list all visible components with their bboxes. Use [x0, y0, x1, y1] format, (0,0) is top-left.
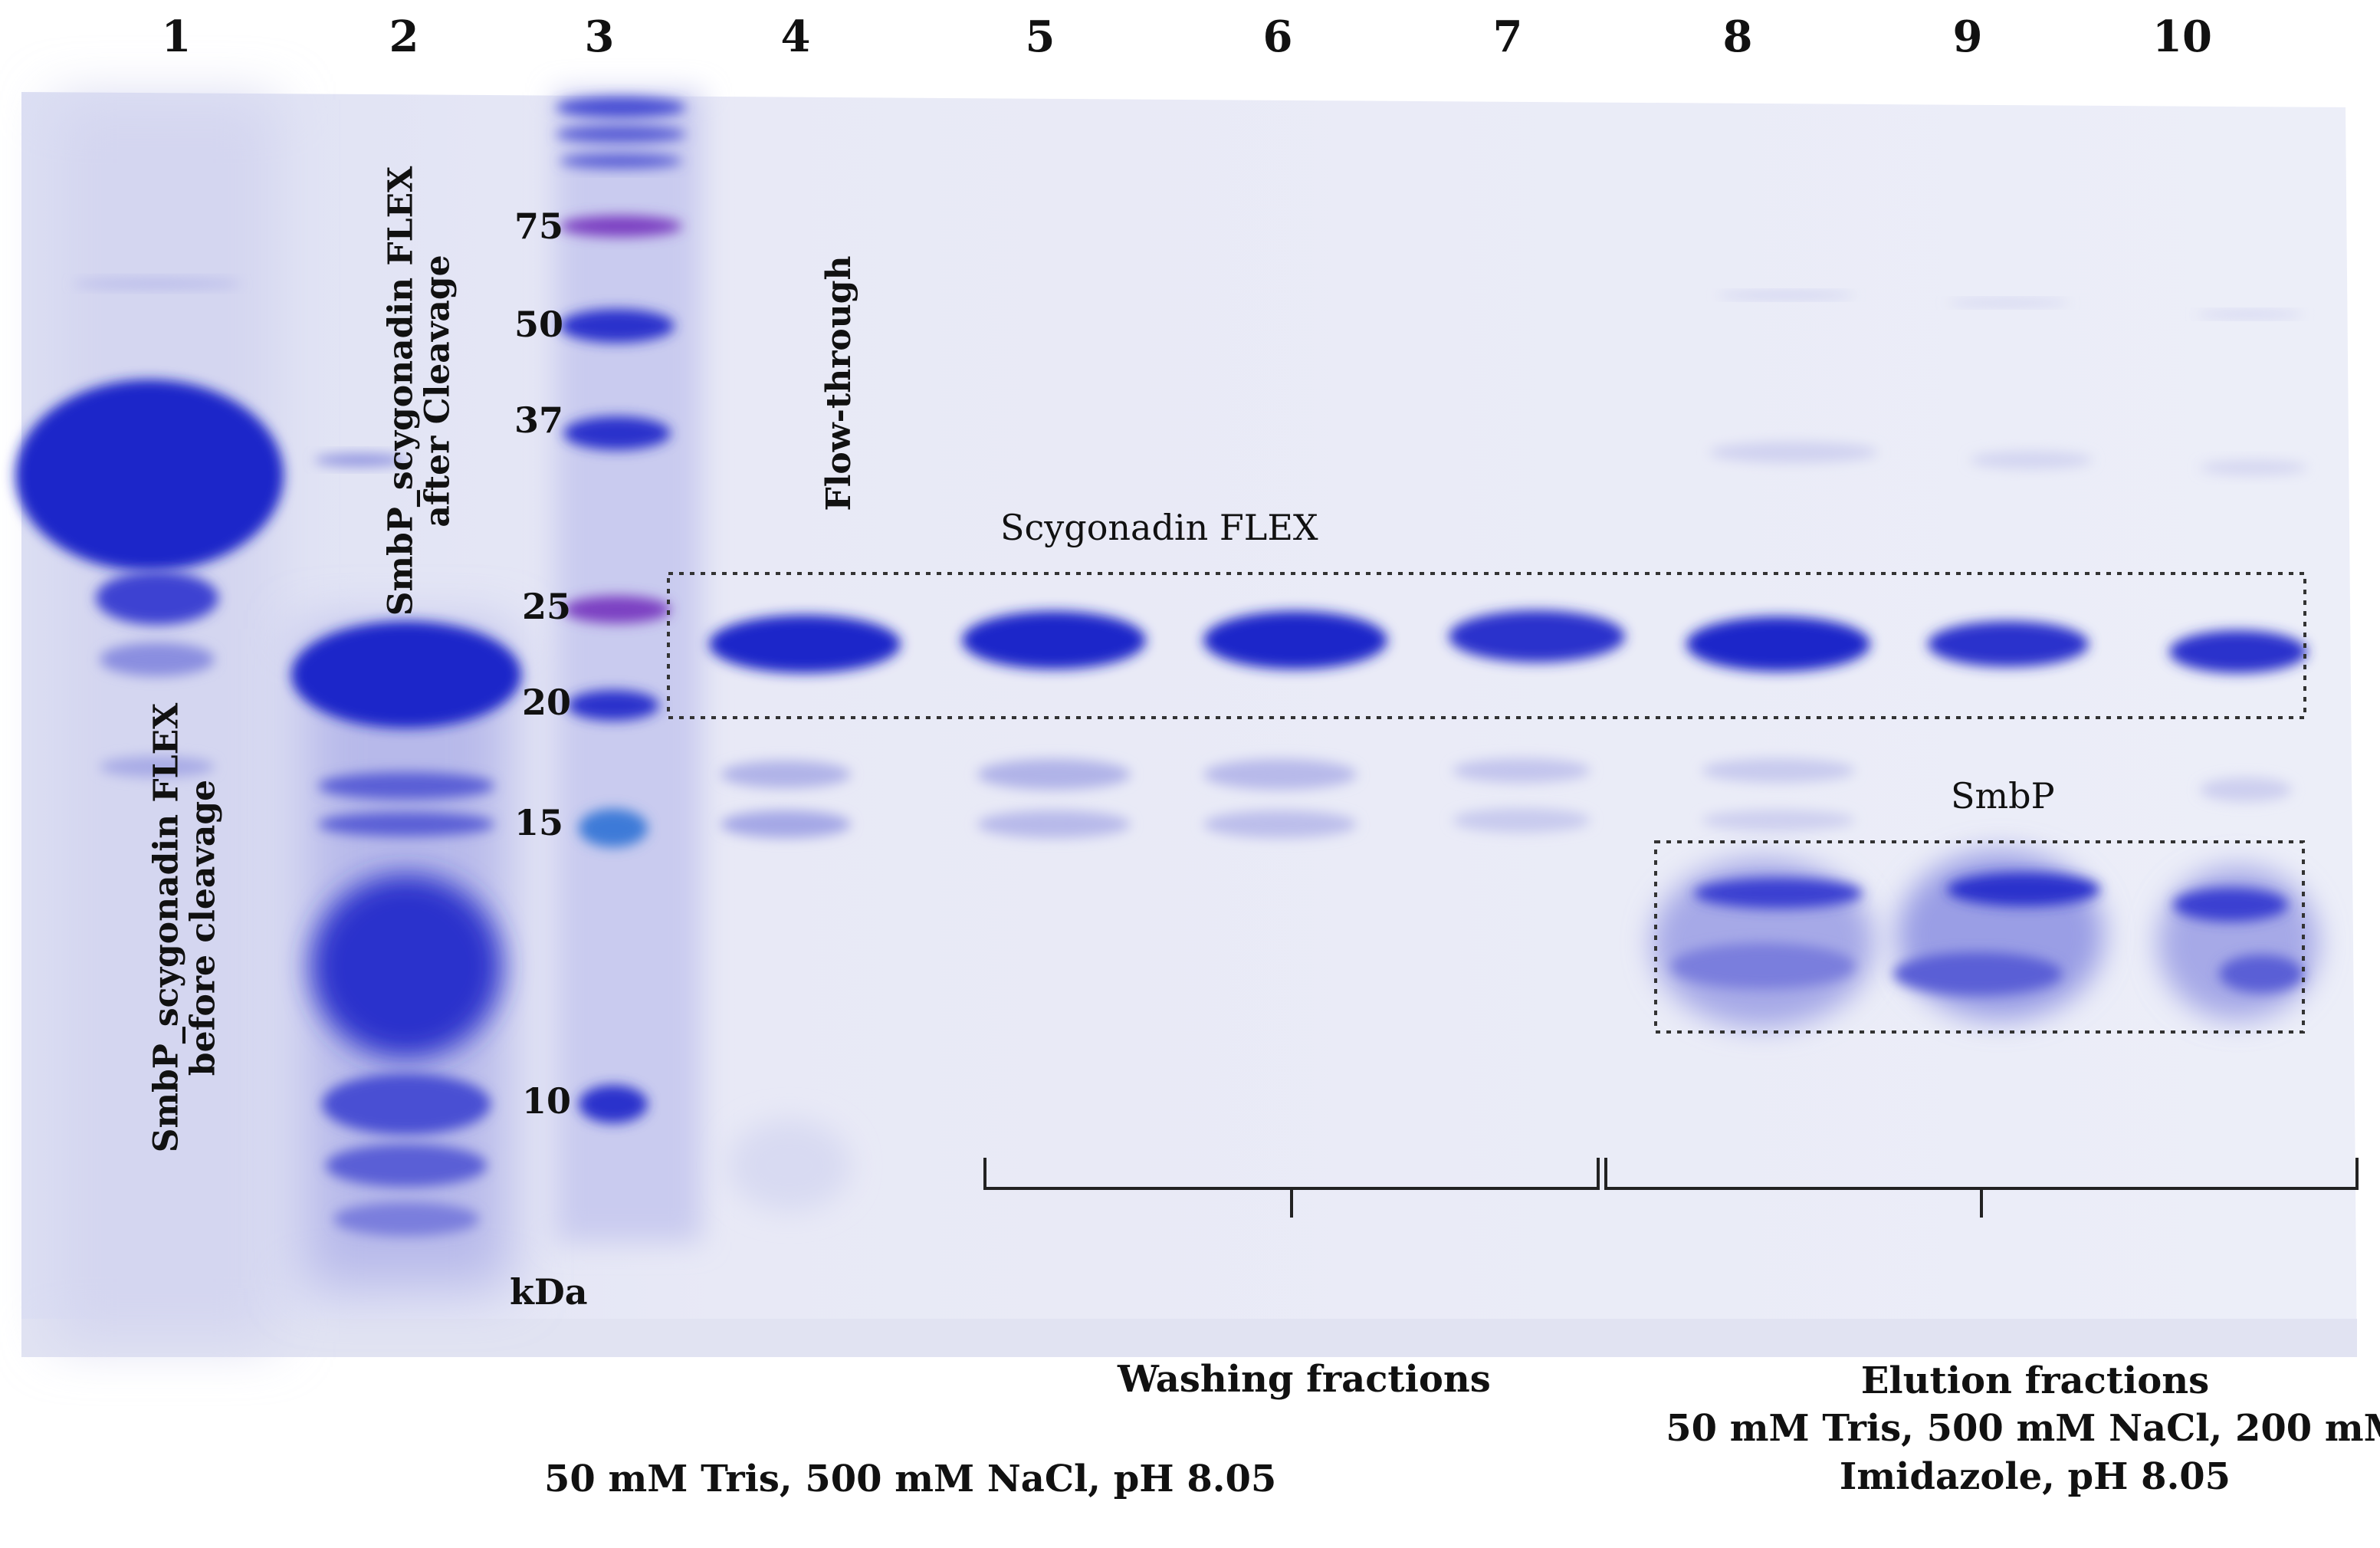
lane-2-label-line1: SmbP_scygonadin FLEX [381, 166, 421, 616]
marker-label-25: 25 [521, 586, 571, 627]
smbp-bands [1652, 851, 2319, 1027]
lane-number-7: 7 [1492, 12, 1523, 62]
elution-buffer-line1: 50 mM Tris, 500 mM NaCl, 200 mM [1666, 1407, 2380, 1451]
marker-label-15: 15 [514, 802, 563, 843]
washing-bracket [983, 1158, 1600, 1218]
washing-label: Washing fractions [1118, 1358, 1491, 1401]
marker-label-37: 37 [514, 399, 563, 441]
washing-buffer-label: 50 mM Tris, 500 mM NaCl, pH 8.05 [544, 1458, 1277, 1500]
smbp-annotation: SmbP [1951, 775, 2055, 817]
marker-label-50: 50 [514, 304, 563, 345]
marker-label-10: 10 [521, 1080, 571, 1122]
lane-number-2: 2 [389, 12, 419, 62]
elution-buffer-line2: Imidazole, pH 8.05 [1839, 1454, 2231, 1498]
marker-label-75: 75 [514, 205, 563, 247]
elution-label: Elution fractions [1860, 1359, 2210, 1402]
lane-4-label-text: Flow-through [819, 255, 858, 511]
lane-number-5: 5 [1025, 12, 1055, 62]
lane-number-1: 1 [161, 12, 192, 62]
lane-2-label: SmbP_scygonadin FLEX after Cleavage [381, 166, 458, 616]
elution-label-block: Elution fractions 50 mM Tris, 500 mM NaC… [1666, 1357, 2380, 1500]
marker-unit-label: kDa [510, 1271, 588, 1313]
scygonadin-box [667, 572, 2306, 719]
faint-bands [721, 292, 2307, 1211]
lane-1-label: SmbP_scygonadin FLEX before cleavage [146, 702, 223, 1153]
lane-number-8: 8 [1722, 12, 1753, 62]
scygonadin-annotation: Scygonadin FLEX [1000, 507, 1318, 548]
smbp-box [1654, 840, 2305, 1034]
lane-number-3: 3 [584, 12, 615, 62]
lane-number-6: 6 [1262, 12, 1293, 62]
elution-bracket [1604, 1158, 2359, 1218]
scygonadin-bands [709, 610, 2307, 673]
lane-2-label-line2: after Cleavage [419, 255, 458, 528]
marker-label-20: 20 [521, 682, 571, 723]
lane-1-bands [15, 100, 284, 1342]
lane-number-9: 9 [1952, 12, 1983, 62]
lane-1-label-line2: before cleavage [184, 779, 223, 1076]
gel-bottom-shade [21, 1319, 2357, 1357]
lane-1-label-line1: SmbP_scygonadin FLEX [146, 702, 186, 1153]
lane-2-bands [291, 454, 521, 1288]
lane-4-label: Flow-through [819, 255, 858, 511]
lane-number-4: 4 [780, 12, 811, 62]
lane-3-ladder [556, 92, 701, 1242]
lane-number-10: 10 [2152, 12, 2212, 62]
